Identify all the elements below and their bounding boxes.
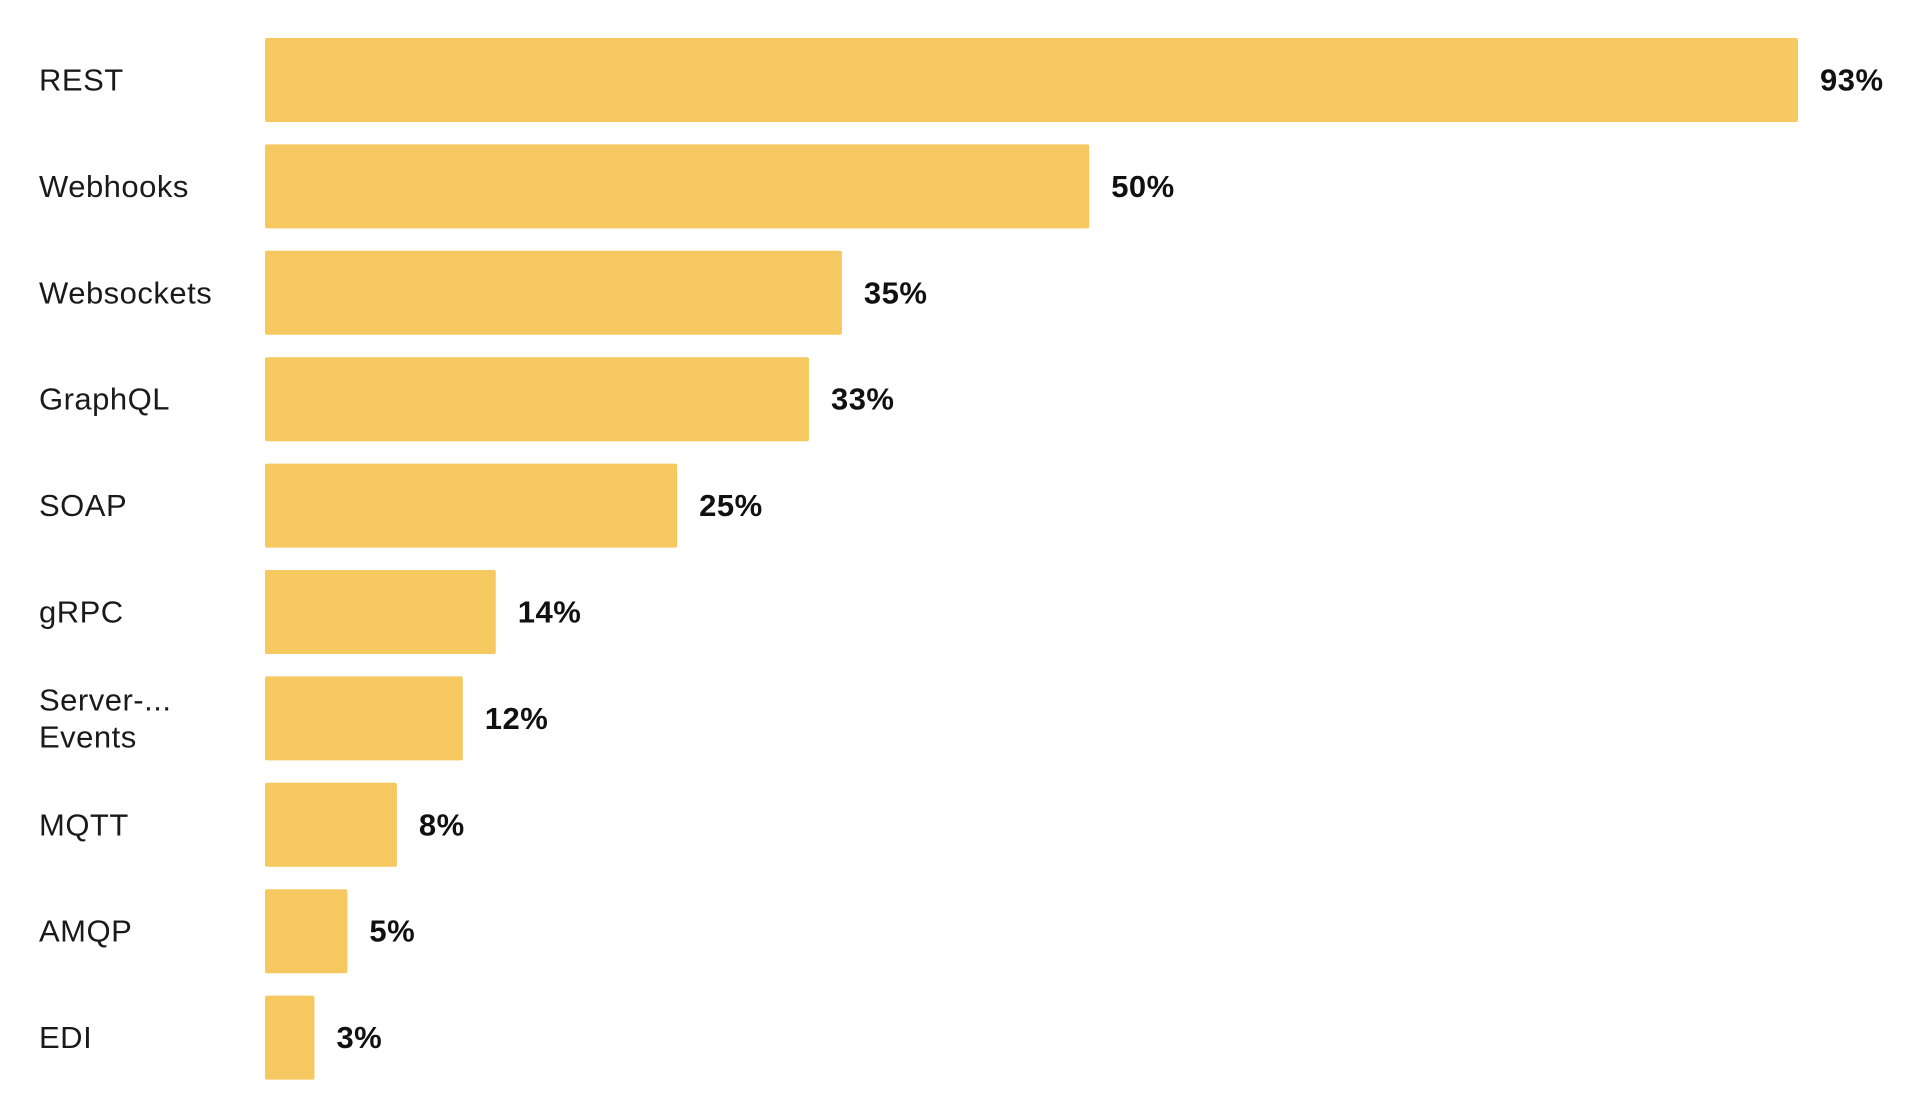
value-label-mqtt: 8% [419,807,465,842]
value-label-websockets: 35% [864,275,928,310]
bar-soap [265,463,678,548]
category-label-webhooks: Webhooks [39,169,189,204]
category-label-edi: EDI [39,1020,92,1055]
category-label-line: REST [39,63,124,98]
category-label-line: Server-... [39,682,171,717]
category-label-line: MQTT [39,807,129,842]
bar-webhooks [265,144,1090,229]
value-label-server-events: 12% [485,701,549,736]
category-label-line: Events [39,719,137,754]
bar-rest [265,38,1798,122]
bars [265,38,1798,1080]
category-label-amqp: AMQP [39,914,132,949]
category-labels: REST Webhooks Websockets GraphQL SOAP gRPC Ser… [39,63,212,1056]
category-label-line: gRPC [39,595,124,630]
bar-server-events [265,676,463,761]
bar-websockets [265,250,842,335]
value-label-webhooks: 50% [1111,169,1175,204]
category-label-rest: REST [39,63,124,98]
category-label-line: AMQP [39,914,132,949]
category-label-server-events: Server-... Events [39,682,171,754]
bar-edi [265,995,315,1080]
category-label-line: SOAP [39,488,127,523]
category-label-line: Webhooks [39,169,189,204]
category-label-line: Websockets [39,275,212,310]
value-label-rest: 93% [1820,63,1884,98]
category-label-soap: SOAP [39,488,127,523]
category-label-line: GraphQL [39,382,170,417]
category-label-mqtt: MQTT [39,807,129,842]
value-label-amqp: 5% [369,914,415,949]
value-label-graphql: 33% [831,382,895,417]
bar-grpc [265,570,496,654]
category-label-graphql: GraphQL [39,382,170,417]
category-label-grpc: gRPC [39,595,124,630]
category-label-line: EDI [39,1020,92,1055]
value-labels: 93% 50% 35% 33% 25% 14% 12% 8% 5% 3% [336,63,1883,1056]
value-label-grpc: 14% [518,595,582,630]
category-label-websockets: Websockets [39,275,212,310]
bar-amqp [265,889,348,974]
value-label-soap: 25% [699,488,763,523]
bar-graphql [265,357,809,442]
value-label-edi: 3% [336,1020,382,1055]
bar-mqtt [265,782,397,867]
